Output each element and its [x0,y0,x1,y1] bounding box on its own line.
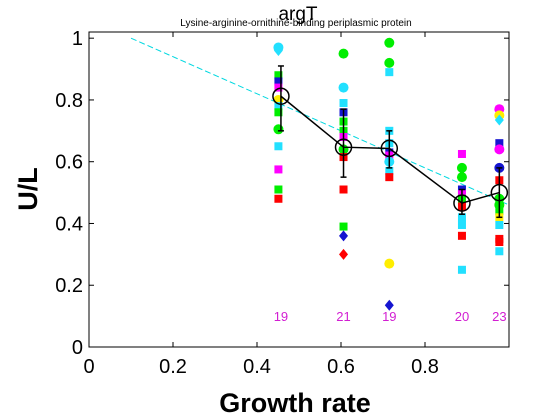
data-point-square [385,68,394,77]
data-point-square [457,265,466,274]
data-point-square [385,173,394,182]
y-axis-label: U/L [13,167,43,211]
data-point-diamond [273,45,283,57]
mean-marker [490,183,509,202]
data-point-circle [384,57,395,68]
data-point-circle [273,124,284,135]
data-point-circle [494,144,505,155]
data-point-circle [456,162,467,173]
x-tick-label: 0 [83,356,94,378]
data-point-square [457,149,466,158]
x-tick-label: 0.8 [411,356,439,378]
x-tick-label: 0.4 [243,356,271,378]
x-axis: 0 0.2 0.4 0.6 0.8 [83,32,439,378]
chart-subtitle: Lysine-arginine-ornithine-binding peripl… [180,18,411,29]
data-point-square [274,83,283,92]
count-label: 21 [336,309,350,324]
count-labels: 19 21 19 20 23 [274,309,507,324]
x-tick-label: 0.2 [159,356,187,378]
fit-line-layer [130,37,510,206]
data-point-square [457,231,466,240]
chart-title: argT [278,4,317,25]
plot-area [88,31,510,348]
count-label: 19 [274,309,288,324]
data-point-square [274,194,283,203]
data-point-circle [384,37,395,48]
count-label: 20 [455,309,469,324]
data-point-square [274,185,283,194]
mean-line [280,95,500,204]
y-tick-label: 0.6 [55,152,83,174]
data-point-square [274,108,283,117]
fit-line [130,37,510,206]
y-tick-label: 0 [72,337,83,359]
mean-marker [334,138,353,156]
data-point-square [339,99,348,108]
x-tick-label: 0.6 [327,356,355,378]
data-point-circle [338,82,349,93]
data-point-square [385,166,394,175]
data-point-square [495,221,504,230]
data-point-circle [338,48,349,59]
data-point-diamond [494,114,504,126]
count-label: 19 [382,309,396,324]
x-axis-label: Growth rate [219,388,371,418]
data-point-diamond [339,248,349,260]
data-point-square [274,142,283,151]
data-point-square [339,185,348,194]
data-point-square [274,71,283,80]
data-point-diamond [384,299,394,311]
data-point-square [274,165,283,174]
data-point-diamond [339,230,349,242]
data-point-square [495,247,504,256]
mean-series [272,65,509,219]
data-point-circle [384,258,395,269]
mean-marker [453,194,471,212]
data-point-square [457,213,466,222]
count-label: 23 [492,309,506,324]
data-point-square [274,102,283,111]
data-point-square [274,77,283,86]
mean-marker [272,87,290,105]
mean-marker [380,139,399,158]
y-tick-label: 0.8 [55,90,83,112]
data-point-square [339,222,348,231]
data-point-square [495,139,504,148]
data-point-square [495,238,504,246]
y-tick-label: 1 [72,28,83,50]
data-point-square [457,221,466,230]
data-point-circle [456,172,467,183]
y-tick-label: 0.2 [55,275,83,297]
y-axis: 0 0.2 0.4 0.6 0.8 1 [55,28,509,359]
y-tick-label: 0.4 [55,213,83,235]
